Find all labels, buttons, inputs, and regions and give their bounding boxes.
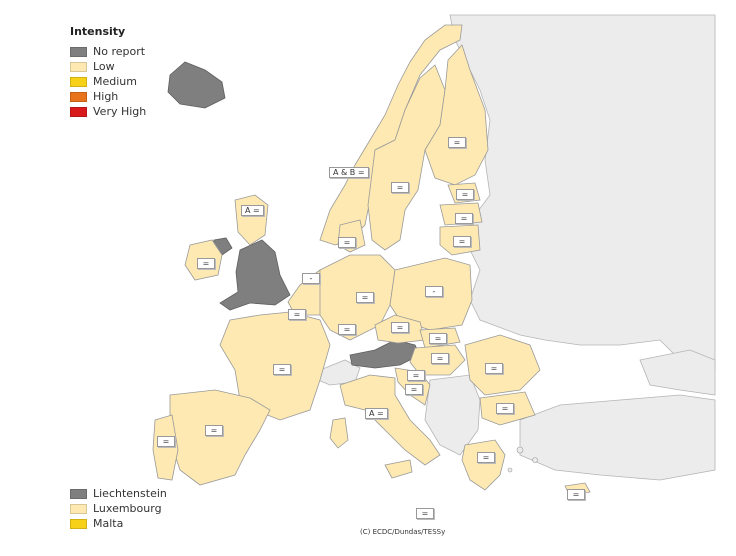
legend-label: Medium — [93, 75, 137, 88]
label-sweden: = — [391, 182, 409, 193]
label-czech-republic: = — [391, 322, 409, 333]
legend-item-medium: Medium — [70, 74, 146, 89]
label-hungary: = — [431, 353, 449, 364]
label-ireland: = — [197, 258, 215, 269]
balkans-west — [424, 374, 481, 456]
turkey — [519, 394, 716, 481]
small-states-legend: Liechtenstein Luxembourg Malta — [70, 486, 167, 531]
label-greece: = — [477, 452, 495, 463]
legend-item-very-high: Very High — [70, 104, 146, 119]
label-netherlands: - — [302, 273, 320, 284]
small-state-label: Malta — [93, 517, 124, 530]
label-romania: = — [485, 363, 503, 374]
label-scotland: A = — [241, 205, 264, 216]
small-state-luxembourg: Luxembourg — [70, 501, 167, 516]
label-denmark: = — [338, 237, 356, 248]
label-germany: = — [356, 292, 374, 303]
intensity-legend: Intensity No report Low Medium High Very… — [70, 25, 146, 119]
label-italy: A = — [365, 408, 388, 419]
greece — [461, 439, 506, 491]
legend-item-high: High — [70, 89, 146, 104]
england-wales — [219, 239, 291, 311]
legend-swatch — [70, 503, 87, 514]
small-state-liechtenstein: Liechtenstein — [70, 486, 167, 501]
label-lithuania: = — [453, 236, 471, 247]
legend-item-no-report: No report — [70, 44, 146, 59]
label-luxembourg: = — [338, 324, 356, 335]
legend-item-low: Low — [70, 59, 146, 74]
small-state-label: Liechtenstein — [93, 487, 167, 500]
label-slovakia: = — [429, 333, 447, 344]
label-croatia: = — [405, 384, 423, 395]
label-cyprus: = — [567, 489, 585, 500]
legend-label: High — [93, 90, 119, 103]
russia-belarus-ukraine-region — [449, 14, 716, 371]
legend-swatch — [70, 46, 87, 57]
aegean-islands — [507, 446, 538, 473]
legend-label: Low — [93, 60, 115, 73]
label-estonia: = — [456, 189, 474, 200]
legend-label: Very High — [93, 105, 147, 118]
copyright-credit: (C) ECDC/Dundas/TESSy — [360, 528, 446, 536]
no-report-countries — [167, 61, 421, 369]
legend-swatch — [70, 76, 87, 87]
legend-swatch — [70, 518, 87, 529]
label-poland: - — [425, 286, 443, 297]
caucasus — [639, 349, 716, 396]
legend-swatch — [70, 91, 87, 102]
legend-swatch — [70, 61, 87, 72]
portugal — [152, 414, 179, 481]
finland — [424, 44, 489, 186]
label-portugal: = — [157, 436, 175, 447]
label-finland: = — [448, 137, 466, 148]
norway — [319, 24, 463, 246]
label-malta: = — [416, 508, 434, 519]
spain — [169, 389, 271, 486]
sardinia — [329, 417, 349, 449]
label-norway: A & B = — [329, 167, 369, 178]
austria — [349, 339, 421, 369]
legend-swatch — [70, 488, 87, 499]
label-latvia: = — [455, 213, 473, 224]
scotland — [234, 194, 269, 246]
legend-label: No report — [93, 45, 146, 58]
label-spain: = — [205, 425, 223, 436]
sicily — [384, 459, 413, 479]
small-state-malta: Malta — [70, 516, 167, 531]
label-slovenia: = — [407, 370, 425, 381]
small-state-label: Luxembourg — [93, 502, 162, 515]
non-eu-land — [317, 14, 716, 481]
label-bulgaria: = — [496, 403, 514, 414]
label-belgium: = — [288, 309, 306, 320]
legend-swatch — [70, 106, 87, 117]
iceland — [167, 61, 226, 109]
legend-title: Intensity — [70, 25, 126, 38]
label-france: = — [273, 364, 291, 375]
